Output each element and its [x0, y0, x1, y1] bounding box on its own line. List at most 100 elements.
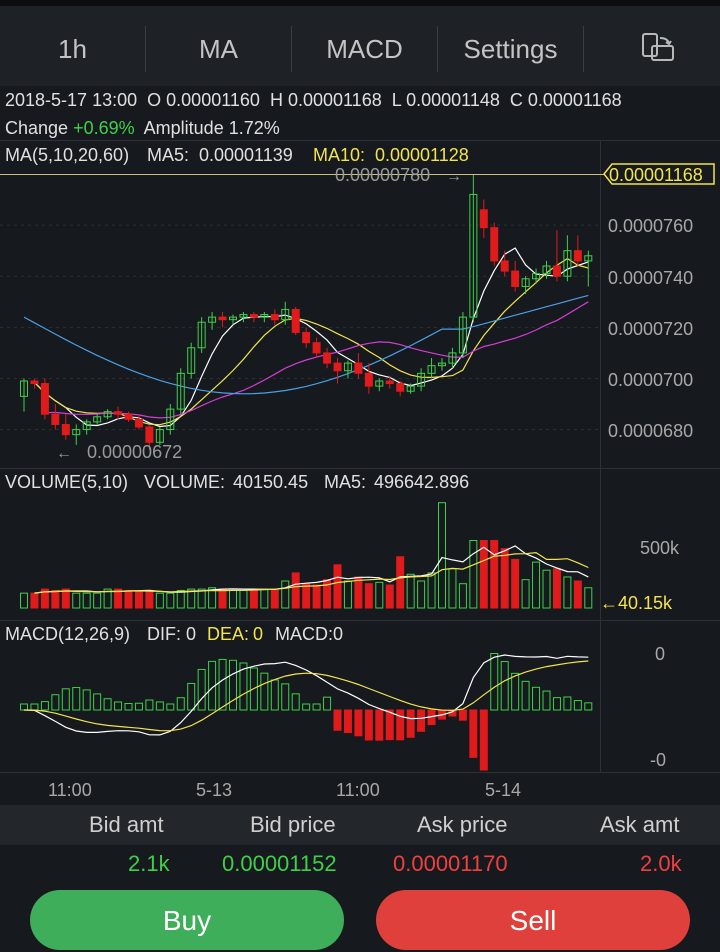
- close-value: 0.00001168: [527, 90, 622, 110]
- candle-body: [51, 413, 60, 425]
- candle-body: [396, 383, 405, 392]
- tab-ma[interactable]: MA: [199, 34, 238, 64]
- macd-title: MACD(12,26,9): [5, 624, 130, 644]
- volume-bar: [511, 558, 520, 609]
- dif-value: 0: [186, 624, 196, 644]
- candle-body: [542, 265, 551, 275]
- candle-body: [72, 429, 81, 436]
- volume-bar: [218, 588, 227, 609]
- candle-body: [375, 380, 384, 387]
- ma20-line: [44, 301, 589, 419]
- candle-body: [82, 421, 91, 431]
- volume-axis-tick: 500k: [640, 538, 680, 558]
- tab-macd[interactable]: MACD: [326, 34, 403, 64]
- candle-body: [145, 426, 154, 443]
- macd-bar: [479, 709, 488, 771]
- macd-bar: [239, 662, 248, 711]
- amplitude-label: Amplitude: [143, 118, 224, 138]
- candle-body: [166, 408, 175, 431]
- macd-bar: [584, 702, 593, 711]
- candle-body: [302, 331, 311, 344]
- macd-bar: [145, 699, 154, 711]
- volume-bar: [438, 502, 446, 609]
- sell-button[interactable]: Sell: [376, 890, 690, 950]
- macd-axis-bottom: -0: [650, 750, 666, 770]
- volume-bar: [542, 569, 551, 609]
- candle-body: [406, 385, 415, 392]
- current-price-value: 0.00001168: [609, 165, 703, 185]
- volume-bar: [573, 580, 582, 609]
- bid-price-header: Bid price: [250, 812, 336, 837]
- volume-bar: [563, 576, 572, 609]
- time-axis-label: 5-14: [485, 780, 521, 800]
- bid-price: 0.00001152: [222, 851, 337, 876]
- macd-bar: [260, 672, 269, 711]
- macd-bar: [93, 693, 102, 711]
- volume-bar: [333, 564, 342, 609]
- ask-amount: 2.0k: [640, 851, 682, 876]
- open-label: O: [147, 90, 162, 110]
- macd-bar: [291, 693, 300, 711]
- low-marker: 0.00000672: [87, 442, 182, 462]
- macd-bar: [563, 696, 572, 711]
- volume-bar: [197, 588, 206, 609]
- volume-bar: [375, 581, 384, 609]
- volume-bar: [490, 540, 499, 609]
- macd-bar: [354, 709, 363, 737]
- volume-bar: [20, 592, 28, 609]
- volume-bar: [93, 592, 102, 609]
- tab-settings[interactable]: Settings: [463, 34, 558, 64]
- volume-bar: [584, 587, 593, 609]
- candle-body: [93, 416, 102, 423]
- volume-bar: [166, 592, 175, 609]
- candle-body: [281, 308, 290, 321]
- ma10-label: MA10:: [313, 145, 365, 165]
- volume-ma5-label: MA5:: [324, 472, 366, 492]
- volume-bar: [364, 583, 373, 609]
- low-value: 0.00001148: [406, 90, 500, 110]
- candle-body: [40, 383, 49, 415]
- ma10-value: 0.00001128: [375, 145, 469, 165]
- candle-body: [458, 316, 467, 354]
- dif-label: DIF:: [147, 624, 181, 644]
- candle-body: [323, 352, 332, 364]
- order-book-row[interactable]: 2.1k 0.00001152 0.00001170 2.0k: [0, 845, 720, 885]
- high-marker: 0.00000780: [335, 165, 430, 185]
- ask-amt-header: Ask amt: [600, 812, 680, 837]
- time-axis-label: 11:00: [48, 780, 92, 800]
- volume-title: VOLUME(5,10): [5, 472, 128, 492]
- macd-bar: [229, 659, 237, 711]
- ask-price: 0.00001170: [393, 851, 508, 876]
- macd-bar: [103, 698, 112, 711]
- tab-interval[interactable]: 1h: [58, 34, 87, 64]
- high-value: 0.00001168: [287, 90, 382, 110]
- high-label: H: [269, 90, 283, 110]
- macd-bar: [302, 703, 311, 711]
- close-label: C: [509, 90, 523, 110]
- macd-bar: [417, 709, 426, 732]
- price-gridlines: [0, 224, 600, 431]
- kline-chart[interactable]: MA(5,10,20,60) MA5: 0.00001139 MA10: 0.0…: [0, 140, 720, 805]
- candle-body: [469, 193, 478, 318]
- time-axis-label: 5-13: [196, 780, 232, 800]
- macd-bar: [82, 689, 91, 711]
- volume-bar: [291, 572, 300, 609]
- macd-bar: [61, 688, 70, 711]
- buy-button[interactable]: Buy: [30, 890, 344, 950]
- candle-body: [134, 418, 143, 428]
- current-price-tag: [603, 163, 715, 185]
- candle-body: [30, 380, 39, 385]
- macd-bar: [166, 703, 175, 711]
- bid-amount: 2.1k: [128, 851, 170, 876]
- volume-bar: [343, 580, 352, 609]
- candle-body: [333, 362, 342, 372]
- macd-bar: [364, 709, 373, 741]
- macd-bar: [458, 709, 467, 721]
- candle-body: [114, 411, 123, 415]
- candle-body: [61, 423, 70, 436]
- volume-bar: [448, 568, 457, 609]
- volume-bar: [469, 540, 478, 609]
- screen-rotate-icon[interactable]: [640, 32, 676, 68]
- candle-body: [208, 316, 217, 323]
- candle-body: [176, 372, 185, 410]
